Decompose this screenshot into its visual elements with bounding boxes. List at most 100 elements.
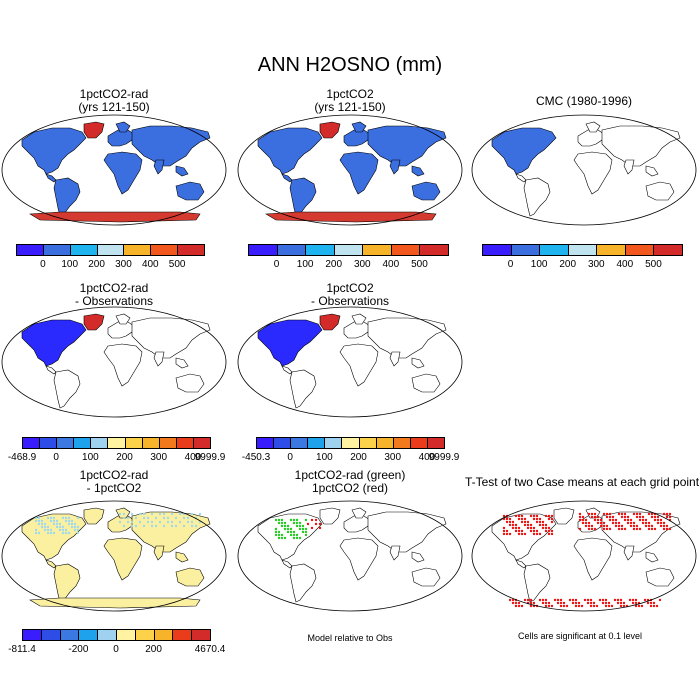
significance-dot [634, 598, 638, 602]
colorbar-box [40, 629, 61, 641]
significance-dot [535, 520, 539, 524]
significance-dot [662, 527, 666, 531]
significance-dot [508, 532, 512, 536]
significance-dot [130, 524, 134, 528]
colorbar-label: 400 [382, 259, 400, 270]
colorbar-box [419, 244, 449, 256]
colorbar-label: 500 [645, 259, 662, 270]
colorbar-box [248, 244, 278, 256]
significance-dot [523, 532, 527, 536]
significance-dot [578, 512, 582, 516]
colorbar-diff-co2: -450.3 0 100 200 300 400 9999.9 [242, 437, 459, 467]
significance-dot [541, 598, 545, 602]
significance-dot [541, 523, 545, 527]
land-northAmerica [21, 513, 87, 561]
significance-dot [620, 512, 624, 516]
significance-dot [178, 520, 182, 524]
significance-dot [580, 604, 584, 608]
significance-dot [514, 529, 518, 533]
significance-dot [46, 525, 50, 529]
significance-dot [73, 522, 77, 526]
land-seAsia [411, 551, 425, 563]
land-africa [103, 151, 143, 195]
significance-dot [532, 514, 536, 518]
panel-title-9: T-Test of two Case means at each grid po… [464, 476, 700, 489]
significance-dot [601, 598, 605, 602]
significance-dot [650, 527, 654, 531]
colorbar-box [307, 437, 326, 449]
significance-dot [511, 523, 515, 527]
significance-dot [154, 516, 158, 520]
significance-dot [508, 598, 512, 602]
significance-dot [508, 517, 512, 521]
significance-dot [295, 533, 299, 537]
significance-dot [605, 515, 609, 519]
significance-dot [616, 598, 620, 602]
significance-dot [574, 604, 578, 608]
significance-dot [49, 516, 53, 520]
significance-dot [508, 523, 512, 527]
significance-dot [49, 531, 53, 535]
significance-dot [182, 516, 186, 520]
significance-dot [274, 533, 278, 537]
land-antarctica [29, 597, 201, 609]
significance-dot [529, 526, 533, 530]
colorbar-box [123, 244, 152, 256]
land-asia [601, 125, 681, 167]
significance-dot [55, 525, 59, 529]
significance-dot [134, 524, 138, 528]
significance-dot [295, 521, 299, 525]
significance-dot [589, 598, 593, 602]
map-ttest [471, 500, 697, 612]
significance-dot [535, 514, 539, 518]
significance-dot [520, 529, 524, 533]
significance-dot [668, 512, 672, 516]
significance-dot [547, 601, 551, 605]
significance-dot [194, 524, 198, 528]
significance-dot [610, 604, 614, 608]
land-india [389, 159, 401, 175]
significance-dot [67, 522, 71, 526]
significance-dot [607, 601, 611, 605]
panel-title-7-line1: 1pctCO2-rad [79, 468, 149, 482]
significance-dot [174, 516, 178, 520]
significance-dot [529, 529, 533, 533]
significance-dot [641, 515, 645, 519]
land-northAmerica [257, 319, 323, 367]
land-scandinavia [115, 313, 131, 325]
significance-dot [289, 530, 293, 534]
significance-dot [604, 601, 608, 605]
significance-dot [647, 524, 651, 528]
significance-dot [602, 527, 606, 531]
map-border [237, 306, 463, 418]
colorbar-label: 400 [418, 452, 436, 463]
panel-title-5-line2: - Observations [310, 294, 390, 308]
significance-dot [605, 524, 609, 528]
colorbar-box [392, 437, 411, 449]
colorbar-label: -811.4 [8, 644, 36, 655]
significance-dot [280, 524, 284, 528]
significance-dot [547, 517, 551, 521]
land-centralAmerica [281, 365, 293, 375]
significance-dot [37, 531, 41, 535]
significance-dot [556, 598, 560, 602]
significance-dot [608, 512, 612, 516]
land-northAmerica [257, 127, 323, 175]
significance-dot [514, 523, 518, 527]
significance-dot [295, 536, 299, 540]
panel-title-8-line2: 1pctCO2 (red) [311, 481, 389, 495]
significance-dot [190, 512, 194, 516]
significance-dot [656, 518, 660, 522]
land-scandinavia [115, 121, 131, 133]
land-greenland [83, 313, 105, 331]
significance-dot [541, 526, 545, 530]
significance-dot [544, 514, 548, 518]
significance-dot [292, 533, 296, 537]
significance-dot [602, 521, 606, 525]
map-1pctco2 [237, 114, 463, 226]
significance-dot [596, 518, 600, 522]
significance-dot [668, 527, 672, 531]
colorbar-label: 400 [184, 452, 202, 463]
land-greenland [319, 313, 341, 331]
significance-dot [638, 515, 642, 519]
